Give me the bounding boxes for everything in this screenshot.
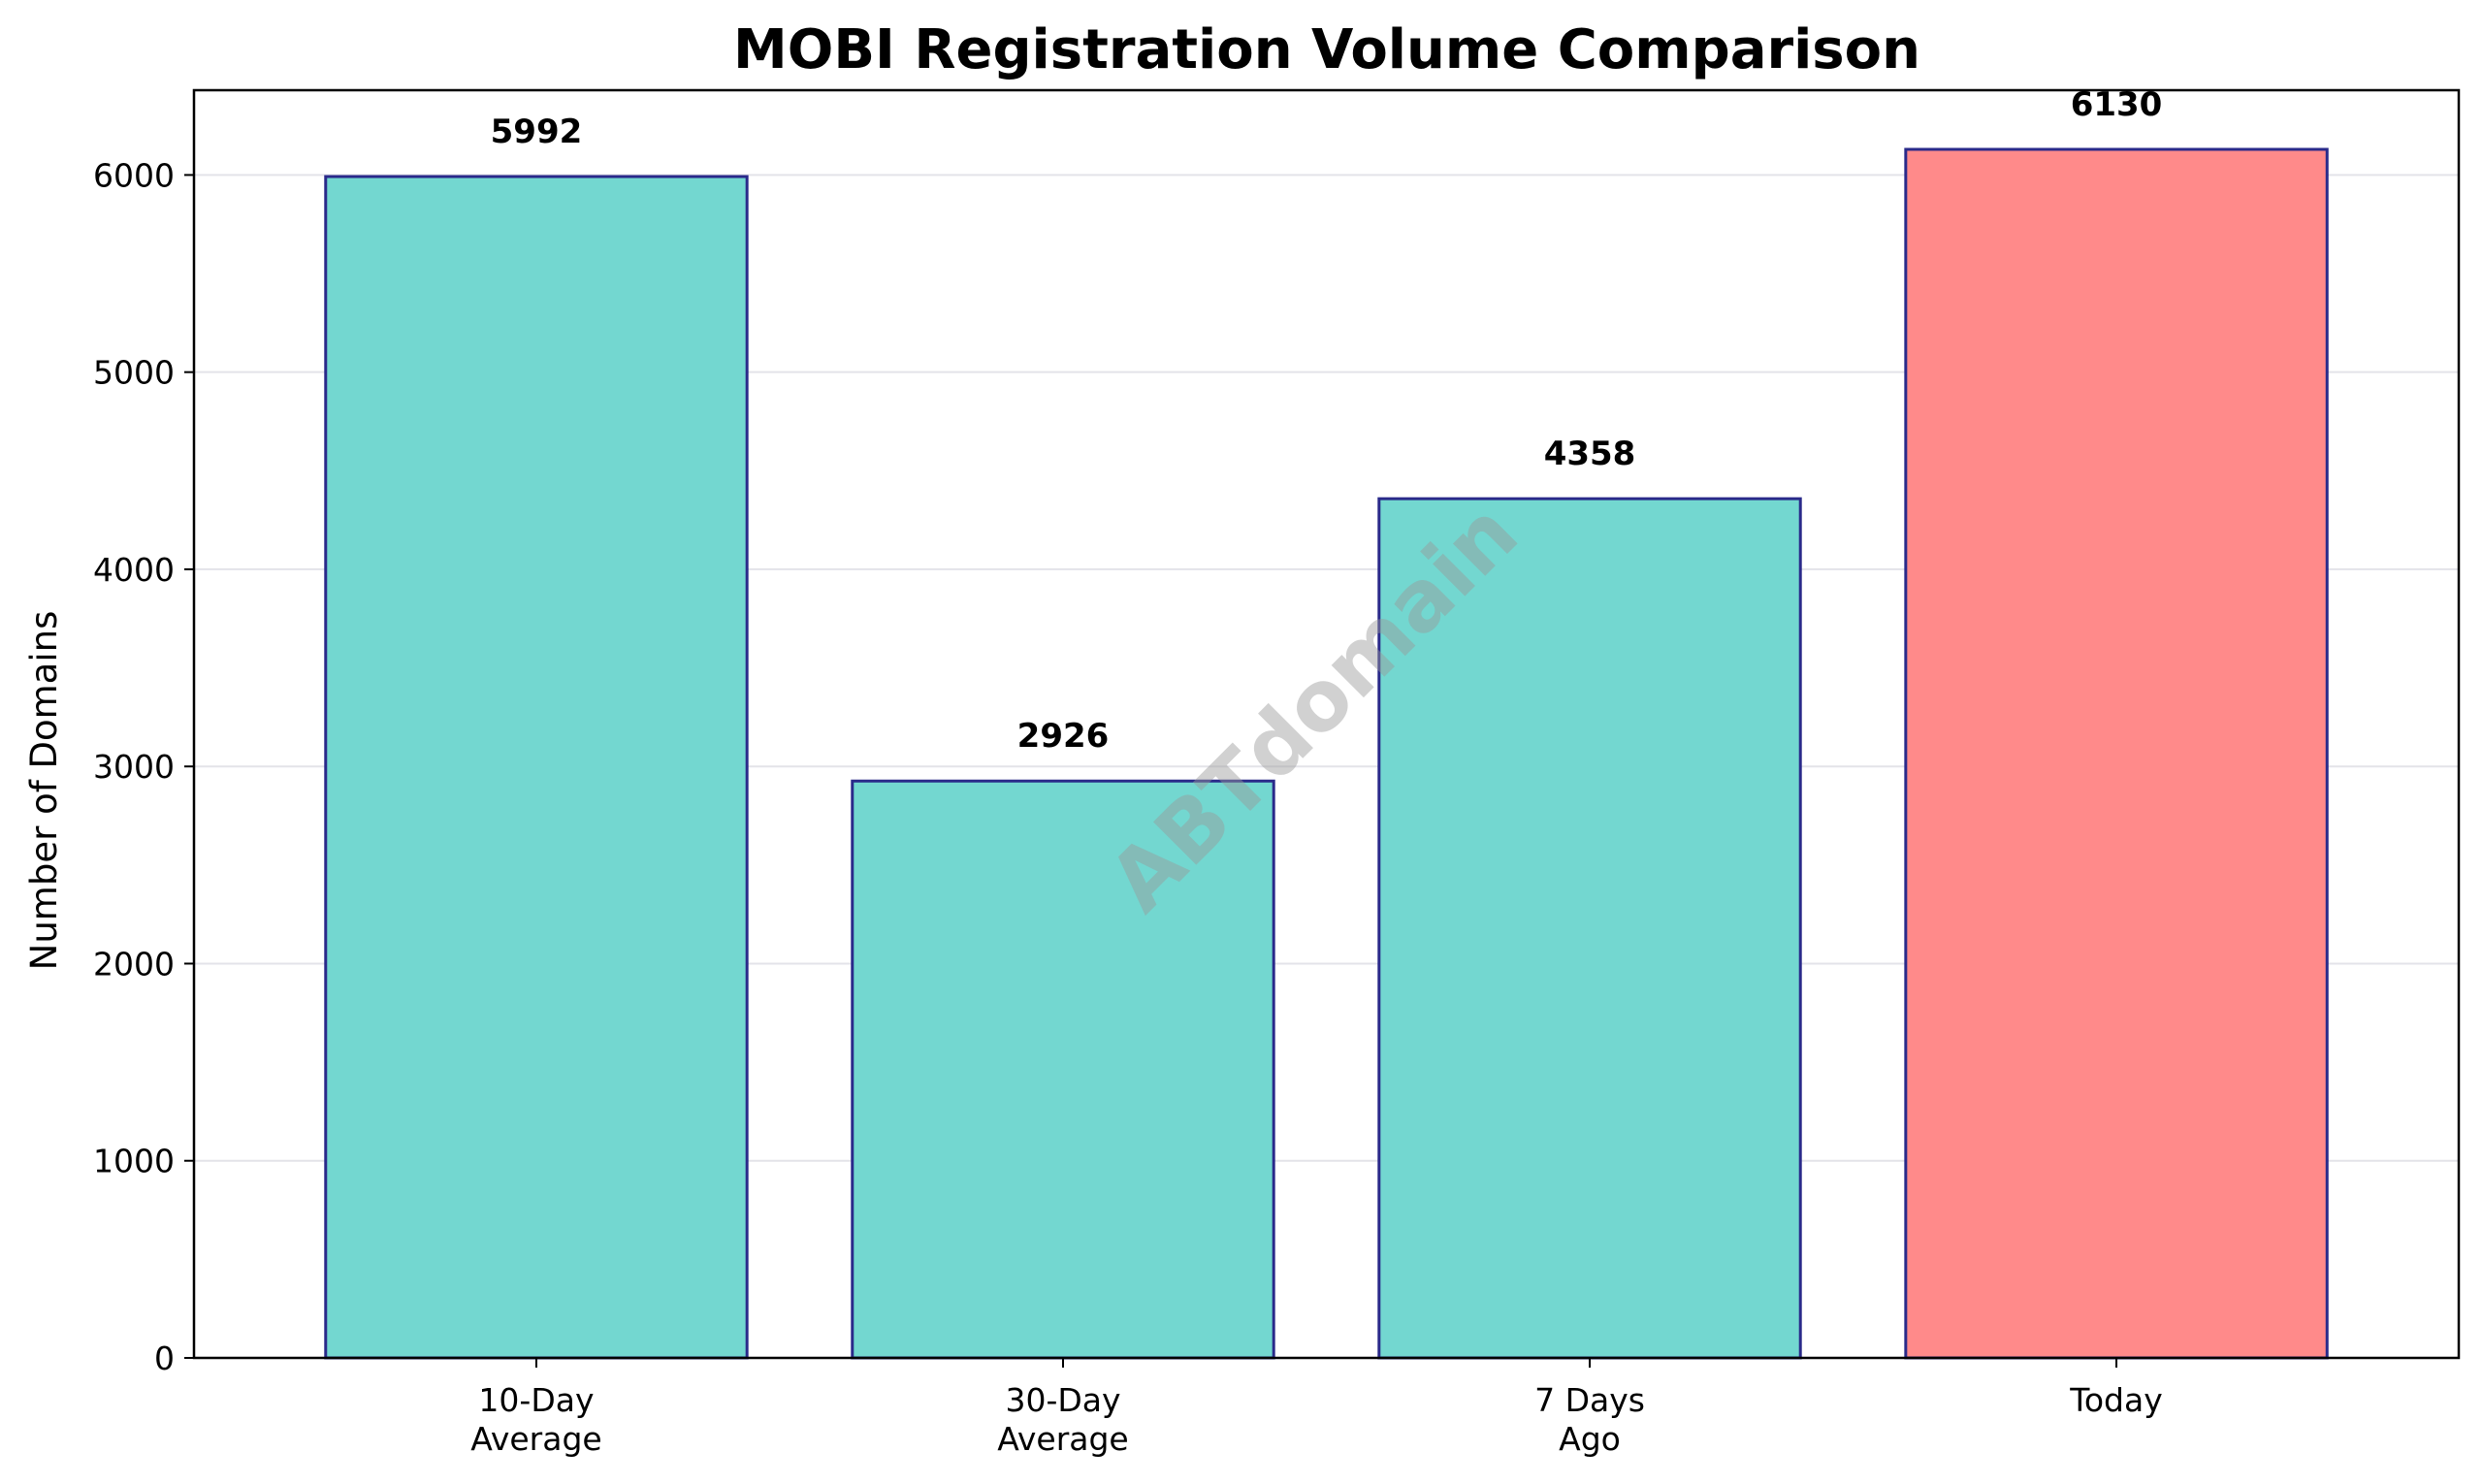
bar-3 [1904, 147, 2329, 1360]
plot-frame [192, 88, 2461, 1360]
x-tick-label: 7 Days [1534, 1381, 1645, 1419]
bar-value-label: 6130 [2071, 85, 2163, 124]
x-tick-label: 10-Day [478, 1381, 594, 1419]
bar-value-label: 4358 [1544, 435, 1636, 473]
y-tick-label: 1000 [93, 1143, 175, 1180]
bar-2 [1377, 497, 1802, 1360]
x-tick-label: Average [470, 1420, 602, 1458]
x-tick-label: Today [2069, 1381, 2162, 1419]
bar-value-label: 5992 [491, 113, 583, 151]
y-tick-label: 4000 [93, 551, 175, 589]
x-tick-label: Average [997, 1420, 1129, 1458]
x-tick-label: Ago [1559, 1420, 1621, 1458]
bar-0 [324, 175, 749, 1360]
bar-1 [851, 779, 1275, 1360]
chart-title: MOBI Registration Volume Comparison [733, 18, 1920, 81]
y-tick-label: 2000 [93, 945, 175, 983]
y-axis-label: Number of Domains [23, 611, 65, 971]
value-labels: 5992 2926 4358 6130 [491, 85, 2163, 756]
y-axis-ticks: 0 1000 2000 3000 4000 5000 6000 [93, 156, 194, 1377]
x-tick-label: 30-Day [1005, 1381, 1120, 1419]
y-tick-label: 0 [154, 1339, 175, 1377]
bars [324, 147, 2329, 1360]
y-tick-label: 6000 [93, 156, 175, 194]
y-tick-label: 5000 [93, 354, 175, 392]
bar-value-label: 2926 [1017, 717, 1110, 756]
y-tick-label: 3000 [93, 748, 175, 786]
